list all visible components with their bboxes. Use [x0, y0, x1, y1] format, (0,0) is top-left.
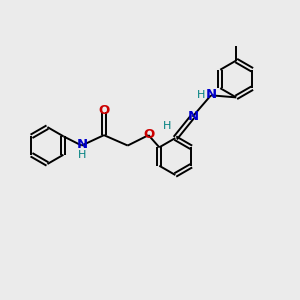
Text: H: H — [78, 150, 86, 160]
Text: H: H — [163, 121, 171, 131]
Text: N: N — [188, 110, 199, 123]
Text: N: N — [76, 138, 88, 151]
Text: N: N — [206, 88, 217, 101]
Text: O: O — [143, 128, 155, 141]
Text: O: O — [98, 104, 110, 117]
Text: H: H — [197, 90, 206, 100]
